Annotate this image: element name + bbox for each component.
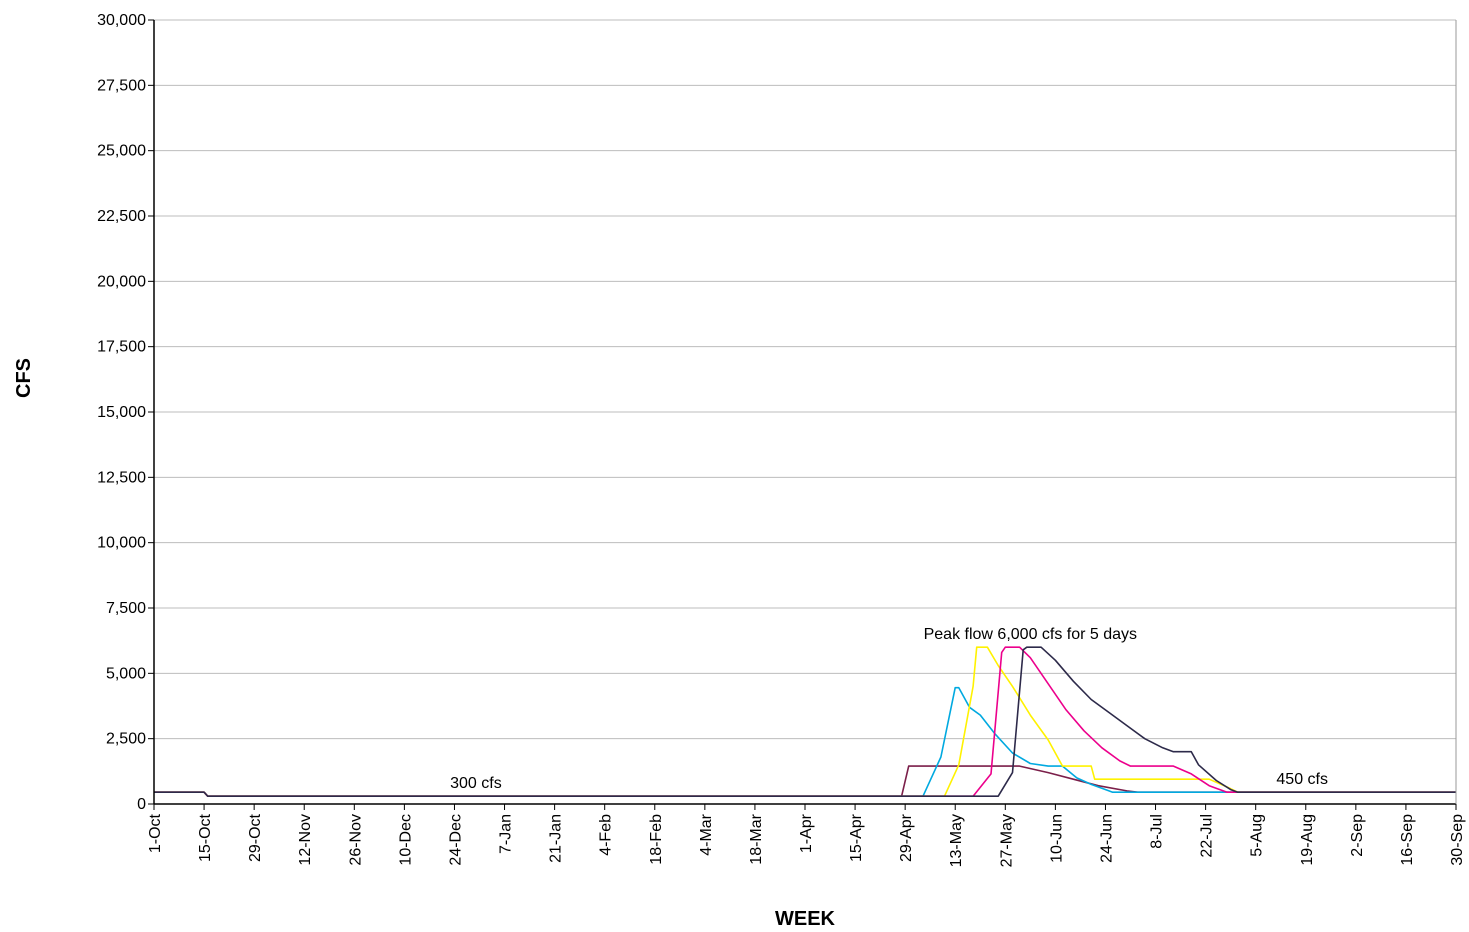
x-tick-label: 15-Apr bbox=[848, 813, 865, 862]
y-tick-label: 22,500 bbox=[97, 208, 146, 225]
x-tick-label: 30-Sep bbox=[1449, 814, 1466, 866]
x-tick-label: 12-Nov bbox=[297, 814, 314, 866]
x-tick-label: 29-Oct bbox=[247, 813, 264, 862]
y-tick-label: 30,000 bbox=[97, 12, 146, 29]
y-tick-label: 27,500 bbox=[97, 77, 146, 94]
y-axis-title: CFS bbox=[13, 358, 35, 398]
x-tick-label: 26-Nov bbox=[347, 814, 364, 866]
y-tick-label: 12,500 bbox=[97, 469, 146, 486]
series-line-3 bbox=[154, 646, 1456, 797]
y-tick-label: 10,000 bbox=[97, 535, 146, 552]
x-tick-label: 16-Sep bbox=[1399, 814, 1416, 866]
y-tick-label: 20,000 bbox=[97, 273, 146, 290]
y-tick-label: 2,500 bbox=[106, 731, 146, 748]
annotation-label: 450 cfs bbox=[1276, 771, 1328, 788]
annotation-label: 300 cfs bbox=[450, 775, 502, 792]
annotations: 300 cfs Peak flow 6,000 cfs for 5 days 450… bbox=[450, 626, 1328, 792]
x-tick-label: 5-Aug bbox=[1249, 814, 1266, 857]
y-axis-ticks: 0 2,500 5,000 7,500 10,000 12,500 15,000 17,500… bbox=[97, 12, 154, 813]
series-lines bbox=[154, 646, 1456, 797]
x-tick-label: 1-Apr bbox=[798, 813, 815, 853]
x-tick-label: 10-Dec bbox=[397, 814, 414, 866]
x-tick-label: 10-Jun bbox=[1048, 814, 1065, 863]
x-tick-label: 18-Feb bbox=[648, 814, 665, 865]
annotation-label: Peak flow 6,000 cfs for 5 days bbox=[924, 626, 1137, 643]
series-line-4 bbox=[154, 646, 1456, 797]
x-tick-label: 29-Apr bbox=[898, 813, 915, 862]
x-tick-label: 1-Oct bbox=[147, 813, 164, 853]
x-tick-label: 15-Oct bbox=[197, 813, 214, 862]
x-tick-label: 24-Dec bbox=[447, 814, 464, 866]
x-tick-label: 18-Mar bbox=[748, 813, 765, 864]
y-tick-label: 0 bbox=[137, 796, 146, 813]
x-tick-label: 27-May bbox=[998, 814, 1015, 867]
x-tick-label: 4-Feb bbox=[598, 814, 615, 856]
y-tick-label: 5,000 bbox=[106, 665, 146, 682]
x-axis-ticks: 1-Oct 15-Oct 29-Oct 12-Nov 26-Nov 10-Dec 24-De… bbox=[147, 804, 1466, 867]
x-tick-label: 24-Jun bbox=[1098, 814, 1115, 863]
y-tick-label: 7,500 bbox=[106, 600, 146, 617]
x-tick-label: 19-Aug bbox=[1299, 814, 1316, 866]
series-line-5 bbox=[154, 646, 1456, 797]
x-tick-label: 13-May bbox=[948, 814, 965, 867]
y-tick-label: 25,000 bbox=[97, 143, 146, 160]
x-tick-label: 4-Mar bbox=[698, 813, 715, 855]
gridlines bbox=[154, 19, 1456, 740]
x-tick-label: 7-Jan bbox=[498, 814, 515, 854]
series-line-2 bbox=[154, 686, 1456, 797]
y-tick-label: 17,500 bbox=[97, 339, 146, 356]
x-tick-label: 8-Jul bbox=[1149, 814, 1166, 849]
x-tick-label: 2-Sep bbox=[1349, 814, 1366, 857]
x-tick-label: 21-Jan bbox=[548, 814, 565, 863]
y-tick-label: 15,000 bbox=[97, 404, 146, 421]
x-axis-title: WEEK bbox=[775, 908, 836, 930]
x-tick-label: 22-Jul bbox=[1199, 814, 1216, 858]
